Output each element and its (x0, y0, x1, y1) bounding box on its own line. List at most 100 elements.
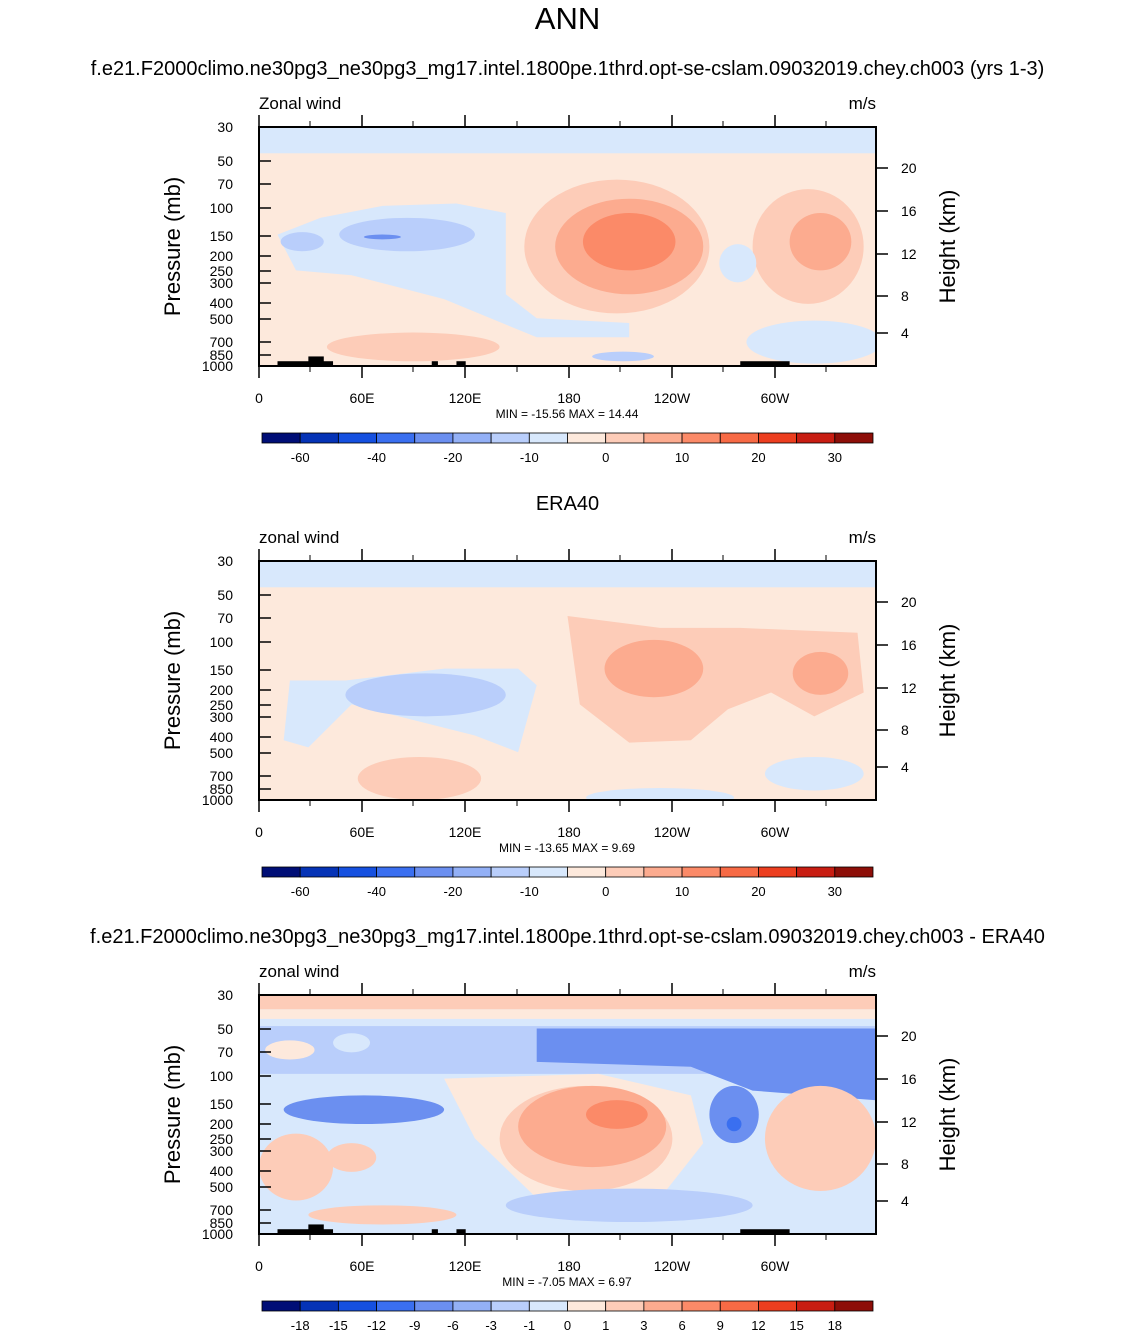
field-red-region (259, 1133, 334, 1201)
x-tick-label: 0 (255, 1258, 263, 1274)
colorbar-box (834, 1300, 874, 1312)
y-tick-label: 50 (217, 153, 233, 169)
height-tick-label: 20 (901, 1028, 917, 1044)
topography-mask (431, 1229, 438, 1235)
y-tick-label: 400 (210, 295, 234, 311)
field-red-region (308, 1205, 457, 1225)
panel-3-title: f.e21.F2000climo.ne30pg3_ne30pg3_mg17.in… (90, 926, 1045, 948)
colorbar-box (299, 1300, 339, 1312)
variable-label: zonal wind (259, 962, 339, 981)
era40-panel: 30 50 70 100 150 200 250 300 400 500 700 850 1000 20 1… (0, 434, 1135, 899)
x-tick-label: 60E (350, 1258, 375, 1274)
y-axis-label: Pressure (mb) (160, 611, 185, 750)
colorbar-box (796, 1300, 836, 1312)
y-tick-label: 500 (210, 311, 234, 327)
difference-chart: 3050701001502002503004005007008501000201… (160, 962, 960, 1333)
colorbar-box (528, 1300, 568, 1312)
field-blue-core (709, 1085, 759, 1144)
colorbar-label: -40 (367, 450, 386, 465)
x-tick-label: 180 (557, 390, 581, 406)
colorbar-box (681, 1300, 721, 1312)
y-tick-label: 300 (210, 1143, 234, 1159)
colorbar-label: -10 (520, 450, 539, 465)
y-tick-label: 30 (217, 553, 233, 569)
y-tick-label: 30 (217, 987, 233, 1003)
field-top-band (259, 127, 876, 154)
colorbar-label: -3 (485, 1318, 497, 1333)
plot-frame (258, 560, 877, 801)
colorbar-label: -60 (291, 450, 310, 465)
colorbar-label: 0 (602, 450, 609, 465)
colorbar-label: 30 (828, 450, 842, 465)
min-max-stats: MIN = -15.56 MAX = 14.44 (496, 407, 639, 421)
topography-mask (456, 1229, 466, 1235)
x-tick-label: 180 (557, 824, 581, 840)
x-tick-label: 60W (761, 390, 791, 406)
colorbar-label: -12 (367, 1318, 386, 1333)
topography-mask (740, 361, 790, 367)
field-blue-region (746, 320, 876, 364)
field-blue-min (726, 1116, 742, 1132)
colorbar-label: 30 (828, 884, 842, 899)
colorbar-box (452, 1300, 492, 1312)
y-tick-label: 70 (217, 176, 233, 192)
topography-mask (456, 361, 466, 367)
y-tick-label: 150 (210, 662, 234, 678)
y-tick-label: 700 (210, 334, 234, 350)
colorbar-label: 9 (717, 1318, 724, 1333)
y-tick-label: 400 (210, 1163, 234, 1179)
panel-2-title: ERA40 (535, 493, 600, 515)
y-tick-label: 200 (210, 682, 234, 698)
y-tick-label: 500 (210, 745, 234, 761)
y-tick-label: 850 (210, 1215, 234, 1231)
y-tick-label: 500 (210, 1179, 234, 1195)
height-tick-label: 8 (901, 288, 909, 304)
x-tick-label: 120E (449, 390, 482, 406)
height-tick-label: 20 (901, 594, 917, 610)
height-axis-label: Height (km) (935, 190, 960, 304)
min-max-stats: MIN = -7.05 MAX = 6.97 (502, 1275, 632, 1289)
contour-field (259, 995, 876, 1234)
colorbar-label: -9 (409, 1318, 421, 1333)
colorbar-box (643, 1300, 683, 1312)
colorbar-label: -6 (447, 1318, 459, 1333)
topography-mask (740, 1229, 790, 1235)
panel-1-title: f.e21.F2000climo.ne30pg3_ne30pg3_mg17.in… (90, 58, 1045, 80)
field-blue-region (586, 788, 735, 800)
y-tick-label: 850 (210, 781, 234, 797)
colorbar-box (261, 1300, 301, 1312)
colorbar-box (414, 1300, 454, 1312)
field-blue-region (505, 1188, 753, 1223)
y-tick-label: 150 (210, 228, 234, 244)
colorbar-box (605, 1300, 645, 1312)
colorbar-label: 12 (751, 1318, 765, 1333)
y-tick-label: 400 (210, 729, 234, 745)
field-blue-region (719, 244, 757, 283)
plot-frame (258, 994, 877, 1235)
era40-chart: 3050701001502002503004005007008501000201… (160, 528, 960, 899)
x-tick-label: 120W (654, 824, 691, 840)
field-blue-core (283, 1095, 445, 1125)
colorbar-label: 20 (751, 884, 765, 899)
height-tick-label: 16 (901, 203, 917, 219)
field-red-max (582, 213, 676, 271)
field-red-region (764, 1085, 876, 1191)
x-tick-label: 0 (255, 824, 263, 840)
field-blue-region (592, 351, 654, 362)
colorbar-label: 6 (678, 1318, 685, 1333)
topography-mask (308, 356, 324, 363)
colorbar-box (758, 1300, 798, 1312)
min-max-stats: MIN = -13.65 MAX = 9.69 (499, 841, 635, 855)
colorbar-label: 15 (789, 1318, 803, 1333)
y-tick-label: 250 (210, 697, 234, 713)
y-tick-label: 1000 (202, 792, 233, 808)
topography-mask (277, 361, 334, 367)
y-tick-label: 250 (210, 1131, 234, 1147)
height-tick-label: 20 (901, 160, 917, 176)
height-tick-label: 8 (901, 722, 909, 738)
y-tick-label: 30 (217, 119, 233, 135)
field-red-max (789, 213, 852, 271)
colorbar-label: -10 (520, 884, 539, 899)
x-tick-label: 120W (654, 1258, 691, 1274)
height-axis-label: Height (km) (935, 1058, 960, 1172)
